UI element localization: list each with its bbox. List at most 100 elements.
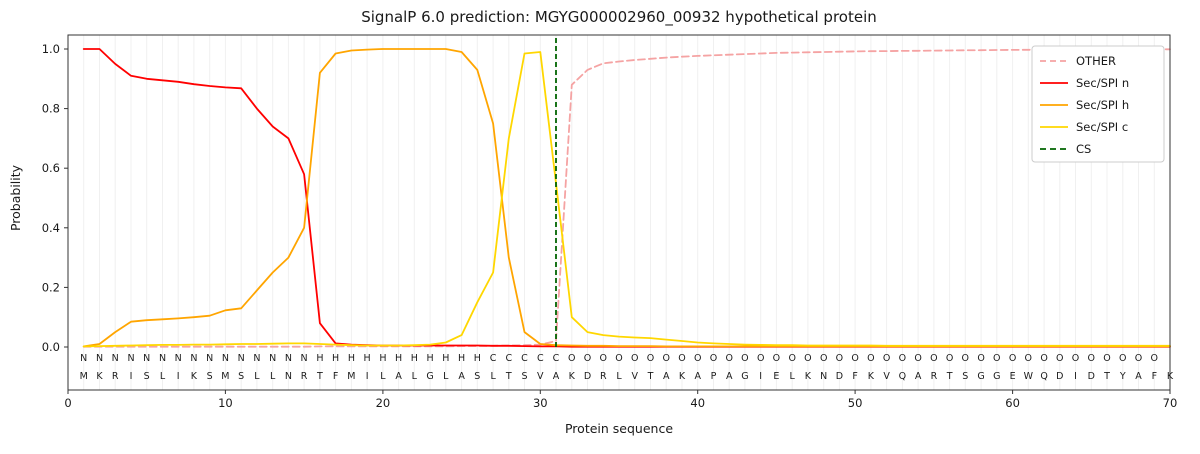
legend-label: Sec/SPI h xyxy=(1076,98,1129,112)
x-tick-label: 70 xyxy=(1163,396,1178,410)
residue-letter: I xyxy=(759,371,762,382)
residue-letter: D xyxy=(584,371,591,382)
region-letter: O xyxy=(946,353,953,364)
residue-letter: G xyxy=(977,371,984,382)
axis-ticks: 0.0 0.2 0.4 0.6 0.8 1.0 0 10 20 30 40 50 60 70 xyxy=(42,42,1178,410)
series-line-sec-spi-h xyxy=(82,48,1171,348)
residue-letter: I xyxy=(366,371,369,382)
plot-frame xyxy=(67,34,1171,391)
legend: OTHER Sec/SPI n Sec/SPI h Sec/SPI c CS xyxy=(1031,45,1165,163)
residue-letter: T xyxy=(946,371,953,382)
probability-curves xyxy=(82,38,1171,348)
region-letter: H xyxy=(316,353,323,364)
region-letter: N xyxy=(175,353,182,364)
residue-letter: A xyxy=(694,371,701,382)
region-letter: H xyxy=(442,353,449,364)
region-letter: O xyxy=(757,353,764,364)
series-line-other xyxy=(82,48,1171,348)
legend-label: Sec/SPI c xyxy=(1076,120,1128,134)
x-tick-label: 20 xyxy=(376,396,391,410)
region-letter: N xyxy=(238,353,245,364)
x-tick-label: 30 xyxy=(533,396,548,410)
residue-letter: S xyxy=(238,371,244,382)
plot-border xyxy=(67,34,1171,391)
region-letter: O xyxy=(930,353,937,364)
residue-letter: K xyxy=(868,371,875,382)
residue-letter: I xyxy=(130,371,133,382)
residue-letter: T xyxy=(316,371,323,382)
residue-letter: D xyxy=(1088,371,1095,382)
region-letter: O xyxy=(725,353,732,364)
residue-letter: S xyxy=(962,371,968,382)
legend-label: OTHER xyxy=(1076,54,1116,68)
region-letter: O xyxy=(710,353,717,364)
region-letter: O xyxy=(883,353,890,364)
region-letter: O xyxy=(1009,353,1016,364)
region-letter: O xyxy=(647,353,654,364)
legend-box xyxy=(1031,45,1165,163)
residue-letter: A xyxy=(553,371,560,382)
residue-letter: A xyxy=(915,371,922,382)
residue-letter: P xyxy=(711,371,717,382)
residue-letter: F xyxy=(333,371,338,382)
region-letter: O xyxy=(820,353,827,364)
region-letter: O xyxy=(993,353,1000,364)
region-letter: O xyxy=(1088,353,1095,364)
residue-letter: Y xyxy=(1119,371,1126,382)
region-letter: N xyxy=(222,353,229,364)
x-tick-label: 60 xyxy=(1005,396,1020,410)
region-letter: N xyxy=(301,353,308,364)
residue-letter: N xyxy=(820,371,827,382)
residue-letter: L xyxy=(790,371,796,382)
region-letter: H xyxy=(379,353,386,364)
residue-letter: I xyxy=(1074,371,1077,382)
region-letter: N xyxy=(285,353,292,364)
region-letter: O xyxy=(788,353,795,364)
region-letter: C xyxy=(553,353,560,364)
residue-letter: T xyxy=(1103,371,1110,382)
residue-letter: E xyxy=(773,371,779,382)
residue-letter: T xyxy=(647,371,654,382)
residue-letter: K xyxy=(96,371,103,382)
region-letter: N xyxy=(96,353,103,364)
region-letter: N xyxy=(143,353,150,364)
legend-label: CS xyxy=(1076,142,1091,156)
residue-letter: L xyxy=(412,371,418,382)
residue-letter: S xyxy=(521,371,527,382)
region-letter: O xyxy=(804,353,811,364)
residue-letter: D xyxy=(836,371,843,382)
residue-letter: Q xyxy=(899,371,906,382)
residue-letter: D xyxy=(1056,371,1063,382)
y-tick-label: 0.2 xyxy=(42,280,60,294)
region-letter: H xyxy=(411,353,418,364)
residue-letter: T xyxy=(505,371,512,382)
residue-letter: L xyxy=(160,371,166,382)
residue-letter: S xyxy=(474,371,480,382)
region-letter: N xyxy=(190,353,197,364)
residue-letter: L xyxy=(254,371,260,382)
region-letter: O xyxy=(615,353,622,364)
region-letter: O xyxy=(1151,353,1158,364)
residue-letter: N xyxy=(285,371,292,382)
residue-letter: R xyxy=(931,371,938,382)
region-letter: O xyxy=(836,353,843,364)
region-letter: C xyxy=(505,353,512,364)
residue-letter: M xyxy=(347,371,355,382)
residue-letter: L xyxy=(380,371,386,382)
region-letter: C xyxy=(537,353,544,364)
residue-letter: E xyxy=(1010,371,1016,382)
region-letter: O xyxy=(1056,353,1063,364)
region-letter: O xyxy=(741,353,748,364)
residue-letter: K xyxy=(1167,371,1174,382)
region-letter: O xyxy=(678,353,685,364)
residue-letter: A xyxy=(458,371,465,382)
region-letter: O xyxy=(631,353,638,364)
residue-letter: V xyxy=(883,371,890,382)
residue-letter: K xyxy=(679,371,686,382)
region-letter: H xyxy=(427,353,434,364)
region-letter: O xyxy=(600,353,607,364)
region-letter: H xyxy=(395,353,402,364)
region-letter: O xyxy=(1040,353,1047,364)
region-letter: O xyxy=(568,353,575,364)
